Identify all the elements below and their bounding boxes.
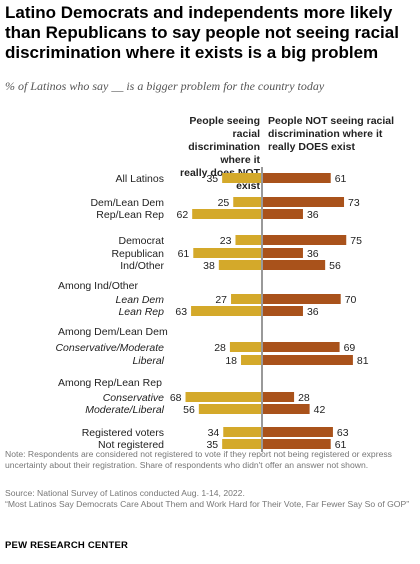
left-header-line: discrimination where it [188,141,260,166]
right-header-line: really DOES exist [268,141,355,153]
right-bar [263,235,347,245]
row-label: Dem/Lean Dem [90,197,164,209]
right-bar [263,404,310,414]
left-bar [185,392,261,402]
left-value-label: 35 [206,439,218,451]
right-bar [263,427,333,437]
right-bar [263,197,345,207]
left-bar [193,248,261,258]
right-value-label: 75 [350,235,362,247]
left-value-label: 68 [170,392,182,404]
left-bar [229,342,261,352]
organization-name: PEW RESEARCH CENTER [5,540,129,551]
left-value-label: 27 [215,294,227,306]
right-value-label: 36 [307,248,319,260]
left-bar [218,260,261,270]
row-label: Lean Dem [116,294,165,306]
left-bar [222,173,261,183]
left-bar [192,209,261,219]
row-label: Liberal [132,355,164,367]
left-bar [223,427,261,437]
row-label: Conservative [103,392,164,404]
right-value-label: 69 [344,342,356,354]
row-label: Conservative/Moderate [55,342,164,354]
right-bar [263,342,340,352]
chart-source: Source: National Survey of Latinos condu… [5,488,415,510]
group-header-label: Among Dem/Lean Dem [58,326,168,338]
right-bar [263,209,303,219]
right-header-line: discrimination where it [268,128,383,140]
left-bar [241,355,261,365]
right-bar [263,260,326,270]
source-line: Source: National Survey of Latinos condu… [5,488,245,498]
right-value-label: 56 [329,260,341,272]
right-column-header: People NOT seeing racial discrimination … [268,115,418,154]
left-value-label: 61 [178,248,190,260]
left-header-line: People seeing racial [189,115,260,140]
row-label: Republican [111,248,164,260]
left-bar [231,294,261,304]
right-value-label: 61 [335,439,347,451]
right-bar [263,248,303,258]
right-value-label: 36 [307,306,319,318]
left-value-label: 56 [183,404,195,416]
left-bar [198,404,261,414]
right-value-label: 28 [298,392,310,404]
row-label: Democrat [118,235,164,247]
chart-subtitle: % of Latinos who say __ is a bigger prob… [5,79,325,93]
left-value-label: 38 [203,260,215,272]
right-bar [263,294,341,304]
right-bar [263,439,331,449]
left-value-label: 28 [214,342,226,354]
group-header-label: Among Ind/Other [58,280,138,292]
left-value-label: 18 [225,355,237,367]
right-value-label: 36 [307,209,319,221]
right-value-label: 73 [348,197,360,209]
right-bar [263,392,295,402]
left-value-label: 63 [175,306,187,318]
source-line: “Most Latinos Say Democrats Care About T… [5,499,410,509]
right-bar [263,306,303,316]
left-value-label: 62 [176,209,188,221]
left-value-label: 25 [218,197,230,209]
row-label: All Latinos [116,173,164,185]
row-label: Not registered [98,439,164,451]
left-bar [233,197,261,207]
row-label: Lean Rep [118,306,164,318]
right-bar [263,173,331,183]
left-bar [222,439,261,449]
left-bar [191,306,261,316]
right-bar [263,355,353,365]
left-value-label: 23 [220,235,232,247]
right-value-label: 42 [314,404,326,416]
chart-title: Latino Democrats and independents more l… [5,3,399,62]
right-value-label: 81 [357,355,369,367]
right-value-label: 70 [345,294,357,306]
group-header-label: Among Rep/Lean Rep [58,377,162,389]
chart-notes: Note: Respondents are considered not reg… [5,449,415,471]
row-label: Ind/Other [120,260,164,272]
row-label: Rep/Lean Rep [96,209,164,221]
note-text: Note: Respondents are considered not reg… [5,449,392,470]
left-value-label: 35 [206,173,218,185]
row-label: Moderate/Liberal [85,404,164,416]
left-bar [235,235,261,245]
left-value-label: 34 [208,427,220,439]
right-value-label: 61 [335,173,347,185]
right-header-line: People NOT seeing racial [268,115,395,127]
right-value-label: 63 [337,427,349,439]
row-label: Registered voters [82,427,164,439]
